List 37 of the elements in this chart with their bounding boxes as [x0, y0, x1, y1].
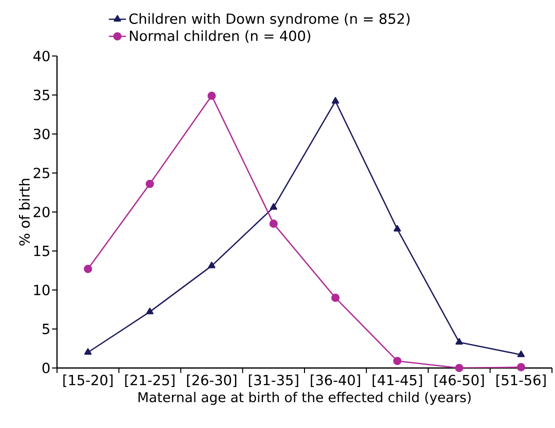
y-tick-label: 25: [34, 168, 50, 178]
x-tick-label: [26-30]: [187, 374, 236, 388]
x-tick-label: [46-50]: [434, 374, 484, 388]
x-tick-label: [21-25]: [125, 374, 174, 388]
point: [208, 262, 216, 268]
point: [208, 92, 216, 100]
y-tick-label: 35: [34, 90, 50, 100]
x-axis-title: Maternal age at birth of the effected child (years): [138, 392, 471, 405]
y-axis-title: % of birth: [18, 178, 30, 246]
point: [84, 264, 92, 274]
point: [331, 294, 340, 302]
legend-label: Normal children (n = 400): [130, 30, 310, 43]
point: [455, 364, 464, 372]
y-tick-label: 10: [34, 284, 50, 296]
y-tick-label: 5: [42, 324, 50, 334]
y-tick-label: 15: [34, 246, 50, 256]
x-tick-label: [31-35]: [248, 374, 298, 388]
point: [332, 97, 340, 104]
point: [394, 225, 401, 232]
x-tick-label: [36-40]: [310, 374, 360, 388]
point: [146, 180, 154, 188]
point: [146, 308, 154, 314]
y-tick-label: 30: [34, 128, 50, 140]
y-tick-label: 0: [42, 362, 50, 374]
point: [269, 220, 278, 228]
x-tick-label: [51-56]: [496, 374, 546, 388]
legend-label: Children with Down syndrome (n = 852): [129, 13, 410, 27]
y-tick-label: 20: [34, 206, 50, 218]
point: [84, 348, 92, 355]
point: [393, 356, 402, 366]
point: [456, 338, 463, 345]
x-tick-label: [15-20]: [63, 374, 113, 388]
point: [270, 203, 278, 210]
point: [516, 363, 526, 372]
x-tick-label: [41-45]: [372, 374, 422, 388]
point: [517, 350, 525, 358]
y-tick-label: 40: [33, 50, 50, 62]
